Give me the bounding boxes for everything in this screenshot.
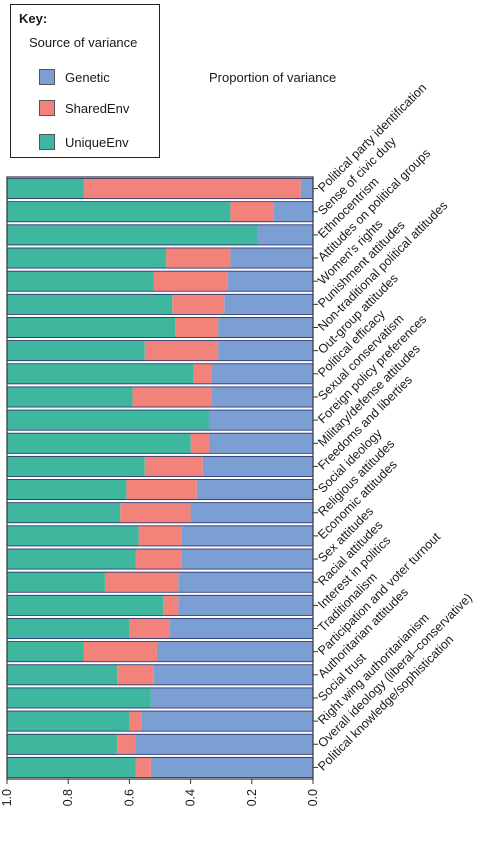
bar-sharedenv-13	[126, 479, 197, 500]
bar-sharedenv-20	[83, 641, 157, 662]
bar-sharedenv-7	[144, 340, 219, 361]
bar-uniqueenv-10	[7, 410, 209, 431]
bar-sharedenv-16	[135, 548, 182, 570]
bar-sharedenv-23	[129, 711, 142, 732]
bar-genetic-5	[224, 294, 313, 315]
legend-item-genetic: Genetic	[39, 68, 110, 86]
bar-genetic-14	[190, 502, 313, 523]
bar-uniqueenv-13	[7, 479, 127, 500]
bar-sharedenv-6	[175, 317, 219, 338]
x-tick-label-3: 0.4	[184, 789, 198, 806]
legend-label-sharedenv: SharedEnv	[65, 100, 130, 116]
bar-genetic-18	[178, 595, 313, 616]
bar-sharedenv-5	[172, 294, 225, 315]
legend-title: Key:	[19, 11, 48, 26]
x-tick-label-4: 0.2	[245, 789, 259, 806]
bar-genetic-7	[218, 340, 313, 361]
bar-sharedenv-19	[129, 618, 170, 639]
bar-sharedenv-17	[104, 572, 179, 593]
bar-uniqueenv-17	[7, 572, 105, 593]
legend-label-genetic: Genetic	[65, 69, 110, 85]
bar-uniqueenv-12	[7, 456, 145, 477]
bar-uniqueenv-18	[7, 595, 164, 616]
x-tick-label-5: 0.0	[306, 789, 320, 806]
plot-frame	[6, 176, 314, 780]
bar-genetic-0	[300, 178, 313, 199]
bar-uniqueenv-25	[7, 757, 136, 778]
x-tick-label-2: 0.6	[122, 789, 136, 806]
bar-uniqueenv-14	[7, 502, 121, 523]
bar-uniqueenv-8	[7, 363, 194, 384]
bar-uniqueenv-15	[7, 525, 139, 546]
bar-genetic-8	[212, 363, 313, 384]
legend-item-uniqueenv: UniqueEnv	[39, 133, 129, 151]
bar-sharedenv-8	[193, 363, 213, 384]
bar-genetic-2	[257, 224, 313, 245]
legend-swatch-uniqueenv	[39, 134, 55, 150]
bar-genetic-19	[169, 618, 313, 639]
bar-genetic-3	[230, 247, 313, 269]
bar-uniqueenv-11	[7, 433, 191, 454]
bar-uniqueenv-3	[7, 247, 167, 269]
bar-uniqueenv-1	[7, 201, 231, 222]
bar-genetic-20	[156, 641, 313, 662]
bar-sharedenv-12	[144, 456, 203, 477]
bar-sharedenv-24	[117, 734, 136, 755]
bar-uniqueenv-24	[7, 734, 118, 755]
bar-genetic-4	[227, 271, 313, 292]
bar-sharedenv-11	[190, 433, 209, 454]
bar-sharedenv-4	[153, 271, 228, 292]
bar-genetic-1	[273, 201, 313, 222]
bar-sharedenv-3	[166, 247, 231, 269]
bar-genetic-23	[141, 711, 313, 732]
bar-genetic-22	[150, 687, 313, 709]
legend-label-uniqueenv: UniqueEnv	[65, 134, 129, 150]
bar-genetic-13	[196, 479, 313, 500]
bar-sharedenv-21	[117, 664, 154, 685]
bar-genetic-25	[150, 757, 313, 778]
bar-uniqueenv-22	[7, 687, 151, 709]
legend-swatch-genetic	[39, 69, 55, 85]
bar-sharedenv-0	[83, 178, 301, 199]
x-tick-label-0: 1.0	[0, 789, 14, 806]
bar-uniqueenv-6	[7, 317, 176, 338]
bar-genetic-15	[181, 525, 313, 546]
chart-title: Proportion of variance	[209, 70, 337, 85]
bar-uniqueenv-4	[7, 271, 154, 292]
bar-sharedenv-9	[132, 386, 213, 408]
bar-genetic-12	[202, 456, 313, 477]
legend-item-sharedenv: SharedEnv	[39, 99, 129, 117]
bar-uniqueenv-23	[7, 711, 130, 732]
legend-swatch-sharedenv	[39, 100, 55, 116]
bar-genetic-10	[208, 410, 313, 431]
bar-uniqueenv-7	[7, 340, 145, 361]
bar-sharedenv-25	[135, 757, 151, 778]
bar-sharedenv-1	[230, 201, 274, 222]
legend: Key: Source of variance Genetic SharedEn…	[10, 4, 160, 158]
legend-subtitle: Source of variance	[29, 35, 138, 50]
bar-genetic-24	[135, 734, 313, 755]
bar-uniqueenv-21	[7, 664, 118, 685]
bar-genetic-21	[153, 664, 313, 685]
bar-uniqueenv-9	[7, 386, 133, 408]
bar-uniqueenv-5	[7, 294, 173, 315]
x-tick-label-1: 0.8	[61, 789, 75, 806]
bar-genetic-6	[218, 317, 313, 338]
bar-uniqueenv-19	[7, 618, 130, 639]
bar-uniqueenv-0	[7, 178, 84, 199]
bar-genetic-17	[178, 572, 313, 593]
bar-genetic-9	[212, 386, 313, 408]
bar-sharedenv-18	[163, 595, 179, 616]
bar-uniqueenv-20	[7, 641, 84, 662]
bar-sharedenv-14	[120, 502, 191, 523]
bar-uniqueenv-2	[7, 224, 258, 245]
bar-sharedenv-15	[138, 525, 182, 546]
bar-genetic-11	[208, 433, 313, 454]
bar-genetic-16	[181, 548, 313, 570]
bar-uniqueenv-16	[7, 548, 136, 570]
